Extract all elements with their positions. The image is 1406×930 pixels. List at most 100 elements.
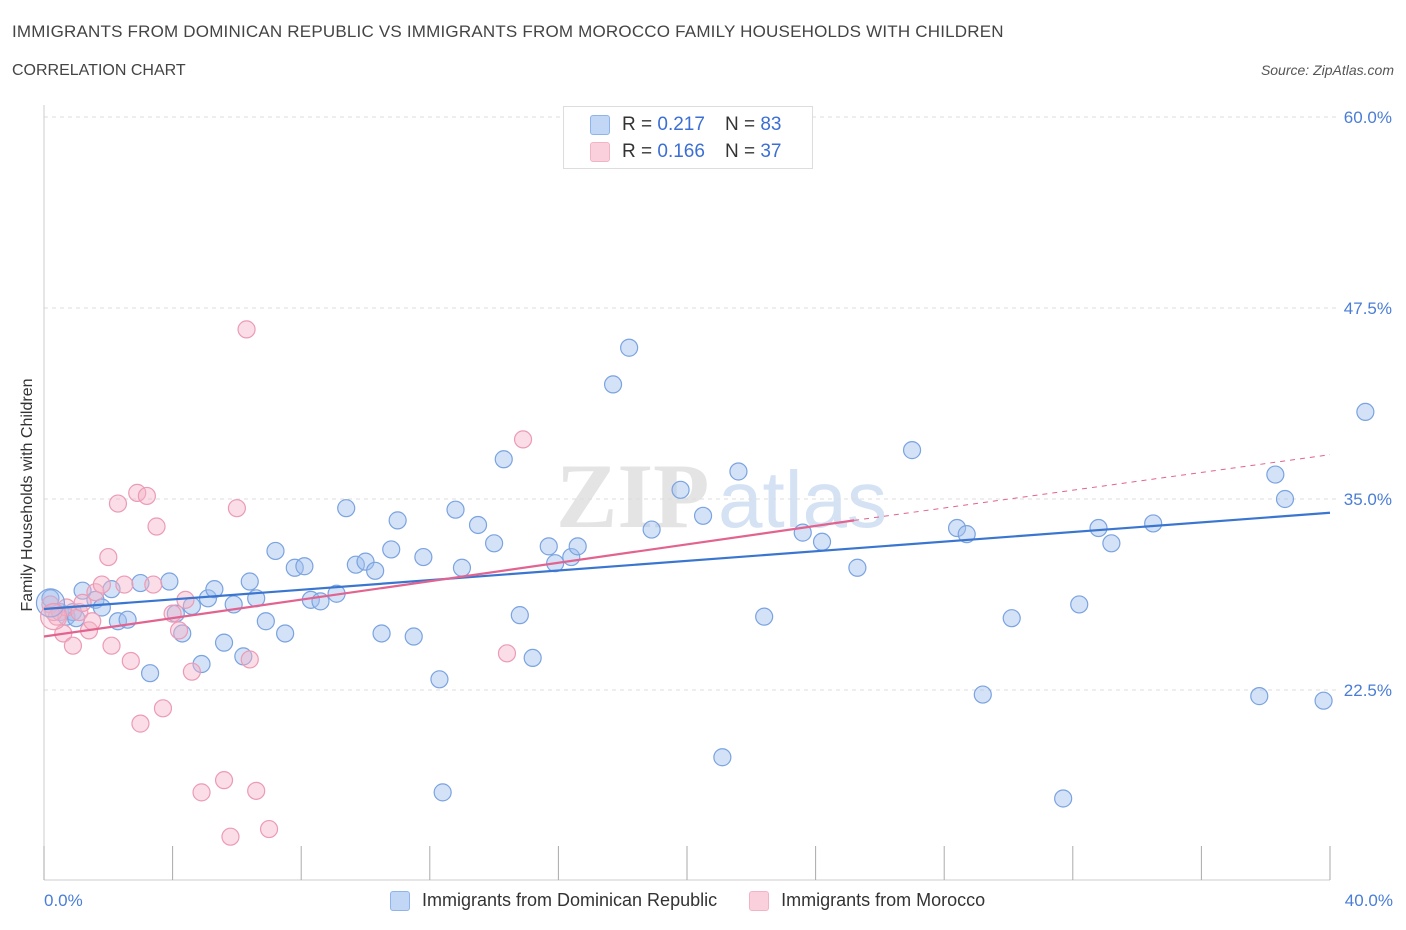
data-point-morocco (153, 699, 173, 718)
legend-series-name: Immigrants from Dominican Republic (422, 890, 718, 910)
data-point-dominican (433, 783, 452, 802)
data-point-dominican (485, 534, 504, 553)
data-point-dominican (372, 624, 391, 643)
data-point-dominican (1356, 402, 1375, 422)
data-point-dominican (539, 537, 558, 556)
data-point-morocco (63, 636, 83, 655)
data-point-dominican (382, 540, 401, 559)
data-point-dominican (414, 547, 433, 567)
data-point-morocco (144, 575, 163, 594)
data-point-dominican (568, 537, 587, 556)
chart-subtitle: CORRELATION CHART (12, 62, 186, 79)
correlation-legend: R = 0.217 N = 83 R = 0.166 N = 37 (563, 106, 813, 169)
data-point-dominican (755, 607, 774, 626)
legend-swatch-pink (749, 890, 770, 911)
data-point-dominican (1089, 518, 1108, 538)
legend-n-label: N = (724, 141, 756, 162)
data-point-dominican (295, 557, 314, 576)
data-point-dominican (523, 648, 542, 668)
data-point-dominican (240, 572, 259, 591)
data-point-dominican (192, 654, 211, 674)
data-point-dominican (214, 633, 234, 652)
legend-series-name: Immigrants from Morocco (781, 890, 986, 910)
data-point-morocco (102, 636, 121, 655)
data-point-morocco (247, 781, 266, 800)
data-point-morocco (214, 771, 234, 790)
data-point-dominican (1144, 514, 1163, 533)
legend-swatch-pink (590, 142, 610, 162)
data-point-dominican (337, 499, 356, 518)
data-point-dominican (947, 518, 967, 538)
data-point-dominican (404, 627, 423, 646)
data-point-dominican (642, 520, 661, 539)
data-point-dominican (1102, 534, 1121, 553)
data-point-dominican (1266, 465, 1285, 484)
data-point-dominican (1275, 489, 1295, 509)
y-tick-label: 35.0% (1344, 490, 1392, 509)
data-point-dominican (973, 685, 992, 704)
data-point-dominican (356, 552, 375, 571)
data-point-cluster-morocco (40, 603, 68, 631)
data-point-dominican (693, 506, 713, 525)
data-point-dominican (388, 511, 407, 530)
data-point-morocco (131, 714, 150, 733)
data-point-morocco (240, 650, 259, 669)
legend-r-value: 0.166 (657, 141, 705, 162)
data-point-dominican (41, 589, 60, 608)
data-point-morocco (227, 499, 246, 518)
trend-line-dominican (43, 511, 1331, 611)
data-point-morocco (147, 517, 166, 536)
y-tick-label: 47.5% (1344, 299, 1392, 318)
x-tick-label-min: 0.0% (44, 891, 83, 910)
data-point-morocco (221, 827, 240, 846)
data-point-dominican (173, 624, 192, 643)
data-point-dominican (510, 606, 529, 625)
data-point-morocco (121, 651, 140, 671)
y-axis-label: Family Households with Children (19, 378, 36, 612)
data-point-dominican (603, 375, 623, 394)
data-point-dominican (266, 541, 285, 561)
legend-n-label: N = (724, 114, 756, 135)
data-point-morocco (99, 547, 118, 567)
data-point-cluster-dominican (35, 588, 66, 618)
data-point-dominican (729, 462, 748, 481)
data-point-morocco (497, 644, 517, 663)
source-label: Source: ZipAtlas.com (1260, 62, 1394, 78)
data-point-morocco (513, 430, 533, 449)
watermark-atlas: atlas (718, 455, 887, 544)
data-point-dominican (671, 480, 690, 499)
data-point-dominican (366, 561, 385, 580)
data-point-dominican (256, 612, 275, 631)
data-point-morocco (169, 621, 189, 640)
data-point-dominican (160, 572, 179, 591)
legend-n-value: 37 (760, 141, 782, 162)
x-tick-label-max: 40.0% (1344, 891, 1393, 910)
data-point-morocco (237, 320, 256, 339)
data-point-morocco (182, 662, 201, 681)
legend-item-dominican: Immigrants from Dominican Republic (390, 890, 717, 911)
watermark-zip: ZIP (556, 445, 709, 547)
data-point-dominican (1314, 691, 1333, 710)
data-point-dominican (494, 450, 513, 469)
trend-line-morocco-extension (854, 454, 1331, 521)
y-tick-label: 60.0% (1344, 108, 1392, 127)
data-point-dominican (620, 338, 639, 357)
data-point-morocco (192, 783, 211, 802)
data-point-dominican (92, 598, 111, 617)
data-point-dominican (205, 580, 224, 599)
legend-r-label: R = (622, 114, 653, 135)
data-point-dominican (1250, 687, 1269, 706)
data-point-dominican (468, 515, 488, 535)
legend-r-label: R = (622, 141, 653, 162)
trend-line-morocco (43, 519, 855, 638)
legend-item-morocco: Immigrants from Morocco (749, 890, 985, 911)
data-point-morocco (92, 575, 111, 594)
data-point-morocco (108, 494, 128, 513)
legend-row-morocco: R = 0.166 N = 37 (590, 141, 781, 163)
data-point-dominican (276, 624, 295, 643)
y-tick-label: 22.5% (1344, 681, 1392, 700)
data-point-dominican (452, 558, 472, 577)
legend-swatch-blue (390, 890, 410, 911)
data-point-dominican (140, 664, 160, 683)
